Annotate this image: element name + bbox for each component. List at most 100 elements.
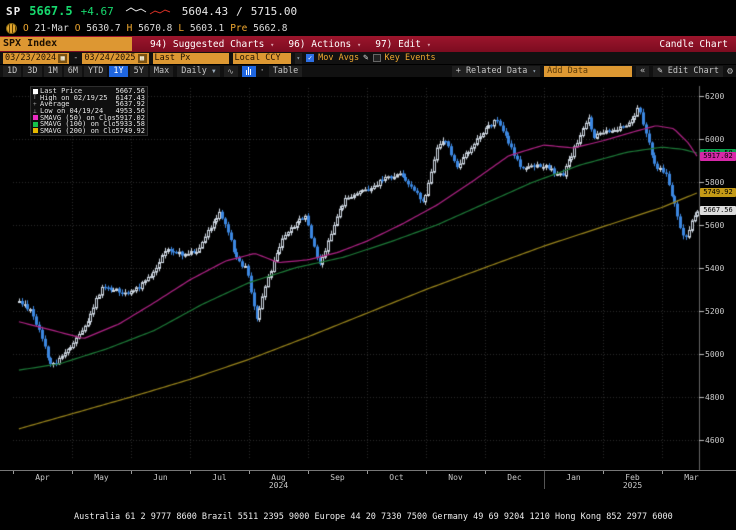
x-month-label: Apr: [35, 473, 50, 482]
legend-row-1: T High on 02/19/25 6147.43: [33, 93, 145, 102]
legend-swatch: [33, 115, 38, 121]
period-tab-1y[interactable]: 1Y: [109, 65, 128, 77]
frequency-value: Daily: [181, 65, 207, 76]
legend-value: 5933.58: [115, 120, 145, 129]
session-date: 21-Mar: [34, 22, 69, 34]
o-label: O: [23, 22, 29, 34]
day-range-low: 5604.43: [181, 4, 229, 18]
legend-swatch: [33, 88, 38, 94]
legend-label: SMAVG (200) on Close: [40, 126, 116, 135]
collapse-button[interactable]: «: [636, 65, 650, 77]
y-tick-label: 5000: [705, 350, 725, 359]
period-tab-3d[interactable]: 3D: [23, 65, 42, 77]
legend-label: High on 02/19/25: [40, 93, 108, 102]
legend-label: SMAVG (50) on Close: [40, 113, 116, 122]
legend-row-3: ⊥ Low on 04/19/24 4953.56: [33, 107, 145, 116]
candle-chart-icon[interactable]: [241, 65, 256, 77]
add-data-input[interactable]: [544, 65, 633, 77]
open-label: O: [74, 22, 81, 34]
price-axis-badge: 5749.92: [700, 188, 736, 198]
range-separator: /: [236, 4, 243, 18]
terminal-icon: [6, 22, 17, 34]
x-month-label: Dec: [507, 473, 522, 482]
calendar-icon[interactable]: ▦: [58, 53, 68, 63]
date-to-value: 03/24/2025: [84, 52, 136, 63]
legend-row-2: + Average 5637.92: [33, 100, 145, 108]
legend-row-5: SMAVG (100) on Close5933.58: [33, 120, 145, 129]
x-tick: [485, 471, 486, 474]
price-field-select[interactable]: Last Px: [152, 52, 229, 64]
menu-item-0[interactable]: 94) Suggested Charts ▾: [150, 38, 275, 50]
x-year-label: 2025: [622, 481, 643, 490]
key-events-checkbox[interactable]: [372, 54, 381, 62]
period-tab-6m[interactable]: 6M: [63, 65, 82, 77]
security-input[interactable]: SPX Index: [0, 37, 132, 51]
x-month-label: Jun: [153, 473, 168, 482]
currency-dropdown-button[interactable]: ▾: [294, 52, 303, 64]
legend-label: Last Price: [40, 87, 83, 96]
price-change: +4.67: [80, 4, 114, 18]
edit-chart-button[interactable]: ✎ Edit Chart: [653, 65, 723, 77]
x-month-label: Mar: [684, 473, 699, 482]
chart-canvas[interactable]: [0, 78, 736, 470]
price-axis-badge: 5917.02: [700, 152, 736, 162]
period-toolbar: 1D 3D 1M 6M YTD 1Y 5Y Max Daily ▼ ∿ · Table + R…: [0, 65, 736, 78]
legend-swatch: [33, 128, 38, 134]
x-month-label: Sep: [330, 473, 345, 482]
legend-value: 4953.56: [115, 107, 145, 116]
x-tick: [13, 471, 14, 474]
candle-chart-plot[interactable]: Last Price 5667.56 T High on 02/19/25 6147.4…: [0, 78, 736, 470]
period-tab-1m[interactable]: 1M: [43, 65, 62, 77]
function-menubar: SPX Index 94) Suggested Charts ▾ 96) Acti…: [0, 36, 736, 52]
x-tick: [662, 471, 663, 474]
x-tick: [308, 471, 309, 474]
mov-avgs-label: Mov Avgs: [318, 53, 360, 63]
date-to-input[interactable]: 03/24/2025 ▦: [82, 52, 149, 64]
edit-chart-label: Edit Chart: [667, 65, 719, 76]
high-value: 5670.8: [138, 22, 173, 34]
date-from-input[interactable]: 03/23/2024 ▦: [3, 52, 70, 64]
y-tick-label: 6200: [705, 92, 725, 101]
y-tick-label: 5200: [705, 307, 725, 316]
high-label: H: [126, 22, 133, 34]
frequency-select[interactable]: Daily ▼: [177, 65, 220, 77]
x-tick: [249, 471, 250, 474]
x-tick: [72, 471, 73, 474]
menu-item-2[interactable]: 97) Edit ▾: [375, 38, 431, 50]
edit-mov-avgs-icon[interactable]: ✎: [363, 53, 369, 63]
related-data-button[interactable]: + Related Data ▾: [451, 65, 541, 77]
mov-avgs-checkbox[interactable]: ✓: [306, 54, 315, 62]
table-button[interactable]: Table: [268, 65, 303, 77]
menu-item-1[interactable]: 96) Actions ▾: [288, 38, 362, 50]
legend-value: 5917.02: [115, 113, 145, 122]
y-tick-label: 4800: [705, 393, 725, 402]
currency-select[interactable]: Local CCY: [232, 52, 291, 64]
year-separator: [544, 471, 545, 489]
x-tick: [367, 471, 368, 474]
legend-swatch: [33, 121, 38, 127]
last-price: 5667.5: [29, 4, 73, 18]
terminal-footer: Australia 61 2 9777 8600 Brazil 5511 239…: [0, 488, 736, 530]
x-month-label: Aug: [271, 473, 286, 482]
x-tick: [603, 471, 604, 474]
period-tab-ytd[interactable]: YTD: [84, 65, 108, 77]
x-month-label: Nov: [448, 473, 463, 482]
x-month-label: Feb: [625, 473, 640, 482]
legend-label: Low on 04/19/24: [40, 107, 104, 116]
open-value: 5630.7: [86, 22, 121, 34]
chart-settings-toolbar: 03/23/2024 ▦ - 03/24/2025 ▦ Last Px Loca…: [0, 52, 736, 65]
time-axis: Apr May Jun Jul Aug Sep Oct Nov Dec Jan Feb Mar 2024…: [0, 470, 736, 490]
y-tick-label: 6000: [705, 135, 725, 144]
period-tab-5y[interactable]: 5Y: [129, 65, 148, 77]
line-chart-icon[interactable]: ∿: [223, 65, 238, 77]
sparkline-icon: [125, 7, 170, 15]
calendar-icon[interactable]: ▦: [137, 53, 147, 63]
right-toolbar-cluster: + Related Data ▾ « ✎ Edit Chart ⚙: [451, 65, 733, 77]
gear-icon[interactable]: ⚙: [726, 65, 733, 77]
period-tab-1d[interactable]: 1D: [3, 65, 22, 77]
legend-value: 5749.92: [115, 126, 145, 135]
date-separator: -: [73, 53, 79, 63]
period-tab-max[interactable]: Max: [149, 65, 174, 77]
key-events-label: Key Events: [384, 53, 436, 63]
legend-row-4: SMAVG (50) on Close 5917.02: [33, 113, 145, 122]
